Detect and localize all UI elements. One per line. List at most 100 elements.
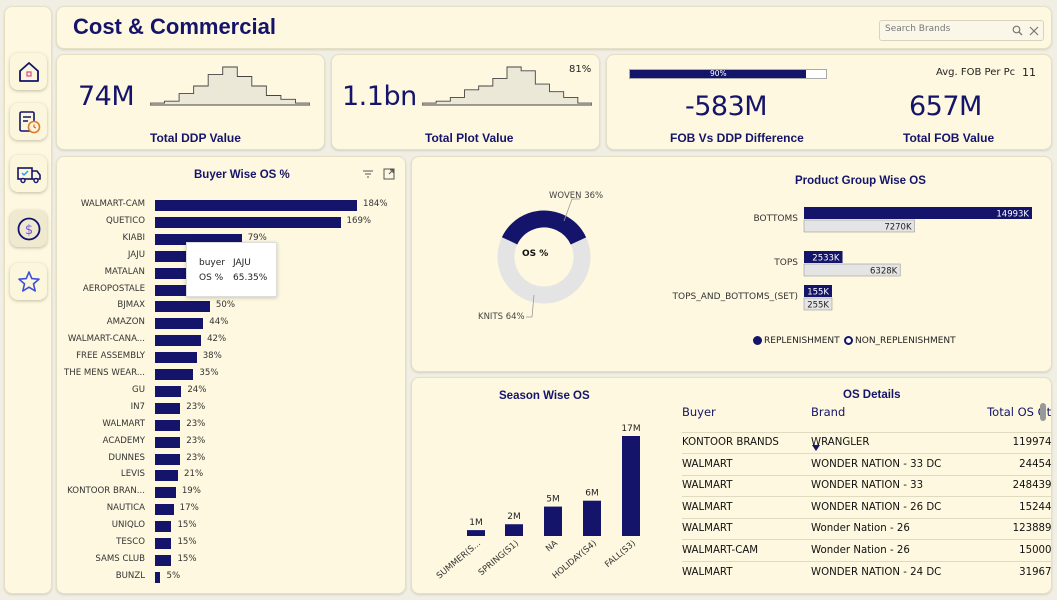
season-category-label: SPRING(S1) <box>477 539 521 578</box>
buyer-bar-row[interactable]: KONTOOR BRAN... 19% <box>57 484 397 501</box>
buyer-value-label: 23% <box>186 401 206 412</box>
product-group-bar[interactable] <box>803 263 901 277</box>
buyer-bar[interactable] <box>155 200 357 211</box>
buyer-bar[interactable] <box>155 487 176 499</box>
nav-delivery-button[interactable] <box>10 155 47 192</box>
buyer-value-label: 15% <box>177 537 197 547</box>
column-header-total-os-qty[interactable]: Total OS Qty <box>987 405 1052 419</box>
buyer-bar[interactable] <box>155 521 172 533</box>
buyer-bar-row[interactable]: TESCO 15% <box>57 535 397 552</box>
buyer-bar[interactable] <box>155 504 174 516</box>
buyer-bar-row[interactable]: SAMS CLUB 15% <box>57 552 397 569</box>
buyer-bar-row[interactable]: FREE ASSEMBLY 38% <box>57 349 397 366</box>
buyer-bar[interactable] <box>155 369 194 380</box>
product-group-category-label: TOPS <box>773 258 798 268</box>
column-header-buyer[interactable]: Buyer <box>682 405 716 419</box>
nav-home-button[interactable] <box>10 53 47 90</box>
buyer-value-label: 44% <box>209 317 229 328</box>
buyer-bar[interactable] <box>155 284 216 296</box>
buyer-category-label: WALMART-CANA... <box>67 334 145 345</box>
nav-cost-button[interactable]: $ <box>10 210 47 247</box>
product-group-bar[interactable] <box>803 297 833 311</box>
focus-mode-icon[interactable] <box>383 168 395 180</box>
season-bar[interactable] <box>622 436 640 536</box>
nav-favorites-button[interactable] <box>10 263 47 300</box>
buyer-bar-row[interactable]: LEVIS 21% <box>57 467 397 484</box>
buyer-category-label: AMAZON <box>106 317 145 328</box>
table-row[interactable]: KONTOOR BRANDSWRANGLER1199744 <box>682 431 1051 454</box>
season-value-label: 2M <box>507 512 521 522</box>
buyer-bar[interactable] <box>155 402 181 414</box>
buyer-bar-row[interactable]: AEROPOSTALE <box>57 282 397 299</box>
buyer-category-label: BUNZL <box>115 570 145 581</box>
buyer-bar[interactable] <box>155 470 179 482</box>
buyer-category-label: TESCO <box>116 537 145 547</box>
buyer-bar[interactable] <box>155 554 172 566</box>
buyer-bar-row[interactable]: KIABI 79% <box>57 231 397 248</box>
buyer-bar-row[interactable]: GU 24% <box>57 383 397 400</box>
buyer-bar[interactable] <box>155 436 181 448</box>
document-clock-icon <box>18 110 40 133</box>
nav-schedule-button[interactable] <box>10 103 47 140</box>
table-scrollbar[interactable] <box>1040 403 1046 421</box>
donut-knits-label: KNITS 64% <box>478 312 525 322</box>
buyer-bar-row[interactable]: ACADEMY 23% <box>57 434 397 451</box>
buyer-bar-row[interactable]: BJMAX 50% <box>57 298 397 315</box>
buyer-bar-row[interactable]: WALMART 23% <box>57 417 397 434</box>
cell-total-os-qty: 244542 <box>951 453 1051 475</box>
buyer-bar-row[interactable]: QUETICO 169% <box>57 214 397 231</box>
buyer-bar[interactable] <box>155 352 197 364</box>
buyer-bar-row[interactable]: WALMART-CANA... 42% <box>57 332 397 349</box>
product-group-bar-chart: BOTTOMS 14993K 7270K TOPS 2533K 6328K TOPS_AND… <box>672 207 1032 311</box>
search-input[interactable] <box>885 24 1003 34</box>
buyer-value-label: 5% <box>166 570 181 581</box>
filter-icon[interactable] <box>362 168 374 180</box>
buyer-bar[interactable] <box>155 216 341 228</box>
tooltip-key-buyer: buyer <box>199 258 225 268</box>
buyer-bar-row[interactable]: DUNNES 23% <box>57 451 397 468</box>
buyer-bar-row[interactable]: WALMART-CAM 184% <box>57 197 397 214</box>
season-bar[interactable] <box>583 500 601 536</box>
buyer-bar-row[interactable]: NAUTICA 17% <box>57 501 397 518</box>
buyer-bar-row[interactable]: BUNZL 5% <box>57 569 397 586</box>
buyer-bar[interactable] <box>155 538 172 549</box>
season-bar[interactable] <box>544 506 562 536</box>
fob-progress-bar: 90% <box>629 69 827 79</box>
product-group-bar[interactable] <box>804 251 843 263</box>
cell-total-os-qty: 319674 <box>951 560 1051 583</box>
kpi-ddp-card: 74M Total DDP Value <box>56 54 325 150</box>
buyer-bar[interactable] <box>155 233 242 245</box>
search-box[interactable] <box>879 20 1044 41</box>
buyer-bar-row[interactable]: THE MENS WEAR... 35% <box>57 366 397 383</box>
buyer-bar[interactable] <box>155 571 161 583</box>
product-group-bar[interactable] <box>803 219 915 233</box>
season-category-label: SUMMER(S... <box>435 539 483 582</box>
buyer-bar-row[interactable]: UNIQLO 15% <box>57 518 397 535</box>
buyer-value-label: 23% <box>186 418 206 429</box>
cell-buyer: WALMART-CAM <box>682 539 811 561</box>
buyer-bar[interactable] <box>155 385 182 397</box>
buyer-bar[interactable] <box>155 419 181 431</box>
donut-slice-woven[interactable] <box>493 206 594 307</box>
product-group-bar[interactable] <box>804 207 1032 219</box>
buyer-bar-row[interactable]: IN7 23% <box>57 400 397 417</box>
donut-chart <box>493 198 594 318</box>
buyer-bar[interactable] <box>155 335 202 347</box>
clear-search-icon[interactable] <box>1029 26 1039 36</box>
buyer-bar[interactable] <box>155 318 204 330</box>
buyer-bar[interactable] <box>155 453 181 465</box>
season-bar[interactable] <box>505 524 523 536</box>
buyer-bar-row[interactable]: AMAZON 44% <box>57 315 397 332</box>
column-header-brand[interactable]: Brand <box>811 402 951 451</box>
cell-total-os-qty: 152448 <box>951 496 1051 518</box>
buyer-bar[interactable] <box>155 301 210 313</box>
season-bar[interactable] <box>467 530 485 536</box>
product-group-bar[interactable] <box>804 285 832 297</box>
search-icon[interactable] <box>1012 25 1023 36</box>
